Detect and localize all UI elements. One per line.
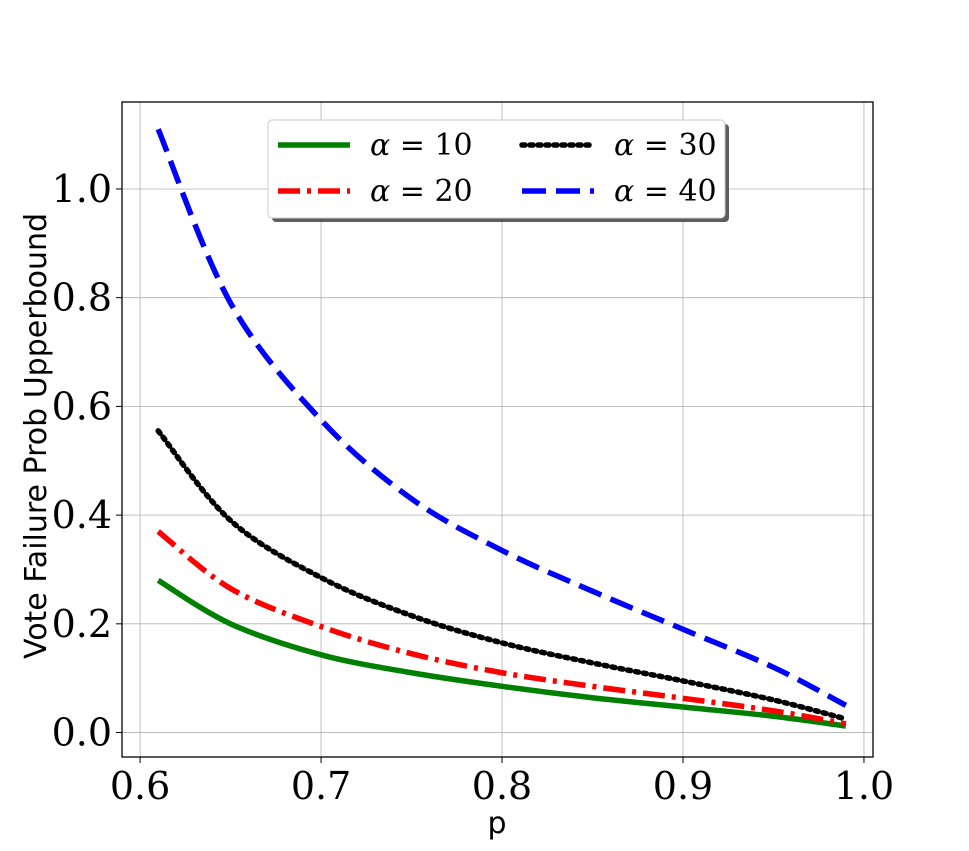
series-line-4 [155,128,848,708]
x-tick-label: 0.6 [110,764,170,808]
y-tick-label: 0.2 [52,602,112,646]
series-layer [155,128,849,729]
y-tick-label: 0.6 [52,384,112,428]
legend-label-3: α = 30 [614,128,717,163]
legend-items: α = 10 α = 20 α = 30 α = 40 [278,128,717,209]
y-tick-label: 0.8 [52,276,112,320]
y-axis-label: Vote Failure Prob Upperbound [19,213,54,659]
series-line-2 [156,529,847,727]
legend-label-2: α = 20 [370,174,473,209]
x-tick-label: 1.0 [834,764,894,808]
series-line-1 [156,577,847,729]
x-axis-label: p [487,806,506,841]
legend-label-1: α = 10 [370,128,473,163]
series-line-3 [155,428,849,722]
legend: α = 10 α = 20 α = 30 α = 40 [267,119,729,222]
legend-label-4: α = 40 [614,174,717,209]
x-tick-label: 0.9 [653,764,713,808]
plot-frame [121,101,874,758]
y-axis-ticks: 0.0 0.2 0.4 0.6 0.8 1.0 [52,167,122,755]
y-tick-label: 0.0 [52,711,112,755]
y-tick-label: 1.0 [52,167,112,211]
y-tick-label: 0.4 [52,493,112,537]
legend-box [267,119,726,219]
x-tick-label: 0.8 [472,764,532,808]
x-axis-ticks: 0.6 0.7 0.8 0.9 1.0 [110,757,894,808]
x-tick-label: 0.7 [291,764,351,808]
